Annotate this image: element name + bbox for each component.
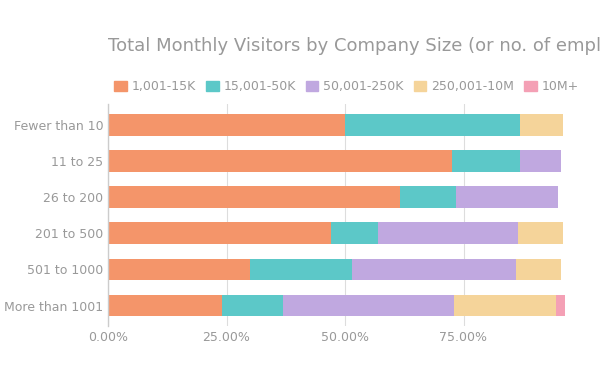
Bar (108, 114, 345, 136)
Bar (556, 295, 565, 316)
Bar (400, 186, 457, 208)
Bar (454, 295, 556, 316)
Legend: 1,001-15K, 15,001-50K, 50,001-250K, 250,001-10M, 10M+: 1,001-15K, 15,001-50K, 50,001-250K, 250,… (114, 80, 579, 93)
Bar (108, 259, 250, 280)
Bar (452, 150, 520, 172)
Bar (457, 186, 558, 208)
Bar (222, 295, 283, 316)
Text: Total Monthly Visitors by Company Size (or no. of employees): Total Monthly Visitors by Company Size (… (108, 37, 600, 55)
Bar (331, 222, 378, 244)
Bar (108, 150, 452, 172)
Bar (283, 295, 454, 316)
Bar (520, 150, 560, 172)
Bar (108, 222, 331, 244)
Bar (250, 259, 352, 280)
Bar (520, 114, 563, 136)
Bar (378, 222, 518, 244)
Bar (108, 295, 222, 316)
Bar (108, 186, 400, 208)
Bar (515, 259, 560, 280)
Bar (345, 114, 520, 136)
Bar (518, 222, 563, 244)
Bar (352, 259, 515, 280)
